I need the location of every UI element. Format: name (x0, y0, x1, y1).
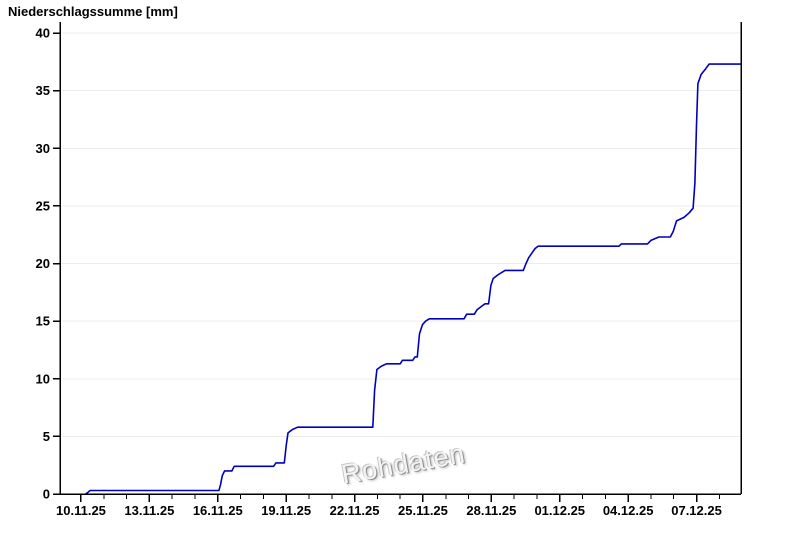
x-tick-label-28.11.25: 28.11.25 (466, 503, 516, 518)
x-tick-label-10.11.25: 10.11.25 (56, 503, 106, 518)
x-tick-label-07.12.25: 07.12.25 (671, 503, 722, 518)
y-tick-label-40: 40 (36, 26, 50, 41)
series-niederschlagssumme (85, 63, 741, 495)
chart-title: Niederschlagssumme [mm] (8, 4, 178, 19)
y-tick-label-30: 30 (36, 141, 50, 156)
y-tick-label-10: 10 (36, 371, 50, 386)
x-tick-label-16.11.25: 16.11.25 (193, 503, 243, 518)
x-tick-labels: 10.11.25 13.11.25 16.11.25 19.11.25 22.11.25… (56, 494, 722, 518)
y-tick-label-20: 20 (36, 256, 50, 271)
axes (59, 22, 742, 495)
x-tick-label-04.12.25: 04.12.25 (603, 503, 654, 518)
y-tick-label-35: 35 (36, 83, 50, 98)
y-tick-label-0: 0 (43, 487, 50, 502)
x-tick-label-22.11.25: 22.11.25 (330, 503, 380, 518)
gridlines (60, 32, 741, 437)
y-tick-labels: 0 5 10 15 20 25 30 35 40 (36, 26, 60, 502)
x-tick-label-25.11.25: 25.11.25 (398, 503, 448, 518)
x-tick-label-19.11.25: 19.11.25 (261, 503, 311, 518)
y-tick-label-5: 5 (43, 429, 50, 444)
y-tick-label-15: 15 (36, 314, 50, 329)
y-tick-label-25: 25 (36, 198, 50, 213)
x-tick-label-13.11.25: 13.11.25 (124, 503, 174, 518)
cumulative-precipitation-line (85, 63, 741, 495)
x-tick-label-01.12.25: 01.12.25 (534, 503, 585, 518)
